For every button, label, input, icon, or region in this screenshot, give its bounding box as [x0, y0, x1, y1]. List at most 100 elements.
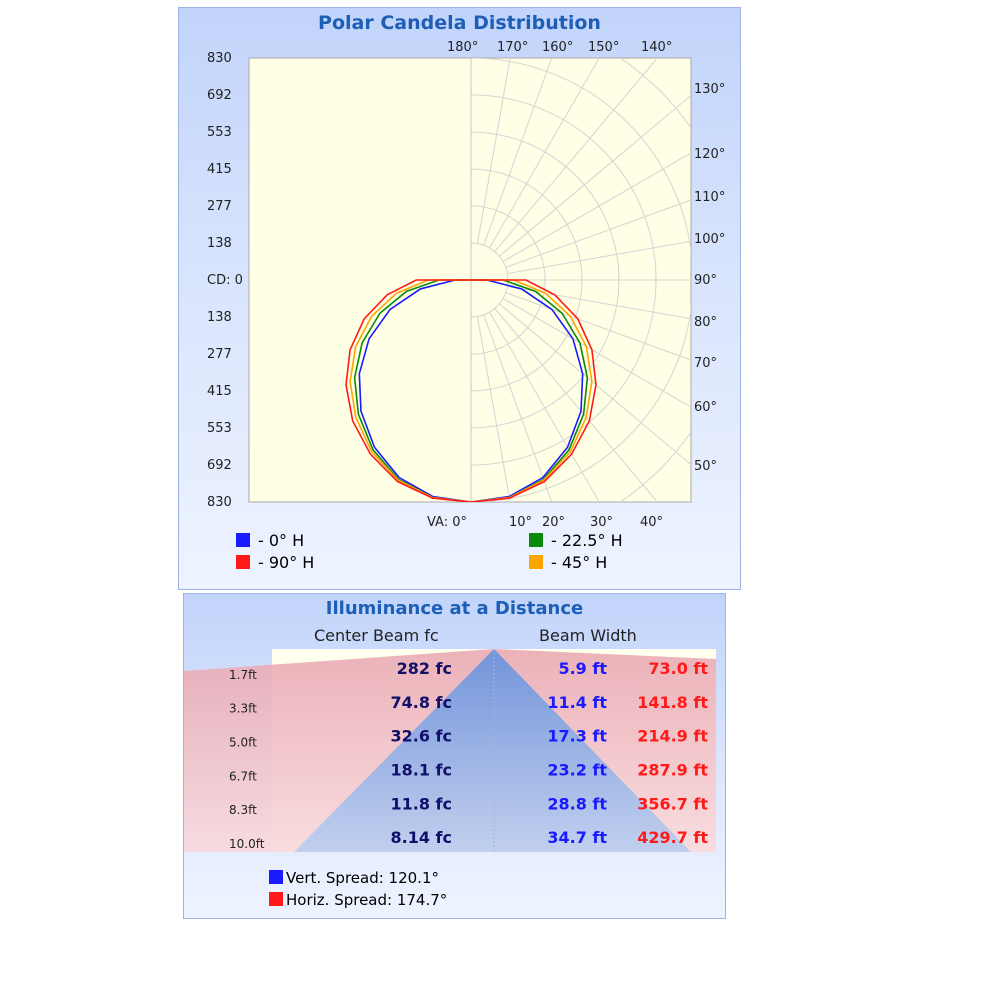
vert-beam-cone — [294, 649, 691, 852]
horiz-beam-width: 214.9 ft — [637, 727, 708, 746]
grid-spoke — [498, 94, 691, 257]
radial-tick-label: 692 — [207, 458, 232, 473]
radial-tick-label: 277 — [207, 199, 232, 214]
grid-spoke — [507, 285, 691, 320]
grid-spoke — [476, 316, 511, 502]
right-angle-tick: 130° — [694, 82, 725, 97]
series-curve — [345, 279, 597, 502]
legend-swatch — [236, 533, 250, 547]
right-angle-tick: 60° — [694, 400, 717, 415]
series-curve — [358, 279, 584, 502]
top-angle-tick: 170° — [497, 40, 528, 55]
legend-item-90h: - 90° H — [236, 553, 314, 572]
radial-tick-label: 277 — [207, 347, 232, 362]
distance-label: 8.3ft — [229, 803, 257, 817]
top-angle-tick: 180° — [447, 40, 478, 55]
vert-beam-width: 17.3 ft — [547, 727, 607, 746]
grid-spoke — [483, 58, 553, 246]
polar-chart-title: Polar Candela Distribution — [318, 12, 601, 34]
bottom-angle-label: VA: 0° — [427, 515, 467, 530]
center-beam-value: 282 fc — [397, 659, 452, 678]
horiz-beam-width: 141.8 ft — [637, 693, 708, 712]
center-beam-value: 8.14 fc — [391, 828, 453, 847]
distance-label: 6.7ft — [229, 769, 257, 783]
grid-spoke — [507, 240, 691, 275]
top-angle-tick: 160° — [542, 40, 573, 55]
series-curve — [353, 279, 589, 502]
bottom-angle-tick: 30° — [590, 515, 613, 530]
legend-swatch — [529, 533, 543, 547]
grid-spoke — [494, 58, 658, 253]
radial-tick-label: 415 — [207, 162, 232, 177]
right-angle-tick: 110° — [694, 190, 725, 205]
curves — [345, 279, 597, 502]
horiz-beam-width: 429.7 ft — [637, 828, 708, 847]
vert-beam-width: 23.2 ft — [547, 761, 607, 780]
radial-tick-label: 138 — [207, 310, 232, 325]
distance-label: 3.3ft — [229, 702, 257, 716]
distance-label: 1.7ft — [229, 668, 257, 682]
top-angle-tick: 150° — [588, 40, 619, 55]
horiz-beam-width: 356.7 ft — [637, 794, 708, 813]
illum-values: 1.7ft 282 fc 5.9 ft 73.0 ft 3.3ft 74.8 fc 11.4… — [229, 659, 708, 851]
grid-spoke — [498, 303, 691, 466]
right-angle-tick: 100° — [694, 232, 725, 247]
radial-tick-label: CD: 0 — [207, 273, 243, 288]
center-beam-value: 32.6 fc — [391, 727, 453, 746]
right-angle-tick: 80° — [694, 315, 717, 330]
right-angle-tick: 70° — [694, 356, 717, 371]
right-angle-tick: 90° — [694, 273, 717, 288]
center-beam-value: 18.1 fc — [391, 761, 453, 780]
horiz-spread: Horiz. Spread: 174.7° — [269, 891, 447, 909]
vert-beam-width: 34.7 ft — [547, 828, 607, 847]
grid-spoke — [476, 58, 511, 244]
illuminance-title: Illuminance at a Distance — [325, 598, 584, 619]
grid-spoke — [505, 292, 691, 361]
radial-tick-label: 692 — [207, 88, 232, 103]
legend-item-45h: - 45° H — [529, 553, 607, 572]
grid-spoke — [494, 307, 658, 502]
legend-swatch — [529, 555, 543, 569]
right-angle-tick: 120° — [694, 147, 725, 162]
bottom-angle-tick: 20° — [542, 515, 565, 530]
illuminance-diagram: 1.7ft 282 fc 5.9 ft 73.0 ft 3.3ft 74.8 fc 11.4… — [184, 649, 716, 852]
horiz-spread-swatch — [269, 892, 283, 906]
axis-labels: 830 692 553 415 277 138 CD: 0 138 277 415 553 692 83… — [207, 40, 725, 530]
grid-spoke — [483, 314, 553, 502]
grid-spoke — [489, 58, 600, 249]
grid-spoke — [505, 199, 691, 268]
horiz-beam-width: 73.0 ft — [648, 659, 708, 678]
center-beam-header: Center Beam fc — [314, 626, 439, 645]
distance-label: 5.0ft — [229, 736, 257, 750]
radial-tick-label: 138 — [207, 236, 232, 251]
radial-tick-label: 830 — [207, 495, 232, 510]
bottom-angle-tick: 40° — [640, 515, 663, 530]
vert-beam-width: 11.4 ft — [547, 693, 607, 712]
legend-swatch — [236, 555, 250, 569]
vert-beam-width: 5.9 ft — [558, 659, 607, 678]
distance-label: 10.0ft — [229, 837, 265, 851]
horiz-beam-width: 287.9 ft — [637, 761, 708, 780]
vert-spread-swatch — [269, 870, 283, 884]
legend-item-0h: - 0° H — [236, 531, 304, 550]
center-beam-value: 11.8 fc — [391, 794, 453, 813]
radial-tick-label: 415 — [207, 384, 232, 399]
bottom-angle-tick: 10° — [509, 515, 532, 530]
beam-width-header: Beam Width — [539, 626, 637, 645]
top-angle-tick: 140° — [641, 40, 672, 55]
grid-spoke — [502, 152, 691, 262]
polar-candela-panel: 830 692 553 415 277 138 CD: 0 138 277 415 553 692 83… — [178, 7, 741, 590]
right-angle-tick: 50° — [694, 459, 717, 474]
vert-beam-width: 28.8 ft — [547, 794, 607, 813]
center-beam-value: 74.8 fc — [391, 693, 453, 712]
illuminance-panel: 1.7ft 282 fc 5.9 ft 73.0 ft 3.3ft 74.8 fc 11.4… — [183, 593, 726, 919]
polar-chart: 830 692 553 415 277 138 CD: 0 138 277 415 553 692 83… — [207, 40, 725, 530]
legend-item-22-5h: - 22.5° H — [529, 531, 623, 550]
radial-tick-label: 553 — [207, 125, 232, 140]
grid-spoke — [502, 298, 691, 408]
grid-ring — [470, 58, 691, 502]
series-curve — [349, 279, 593, 502]
vert-spread: Vert. Spread: 120.1° — [269, 869, 439, 887]
radial-tick-label: 830 — [207, 51, 232, 66]
radial-tick-label: 553 — [207, 421, 232, 436]
